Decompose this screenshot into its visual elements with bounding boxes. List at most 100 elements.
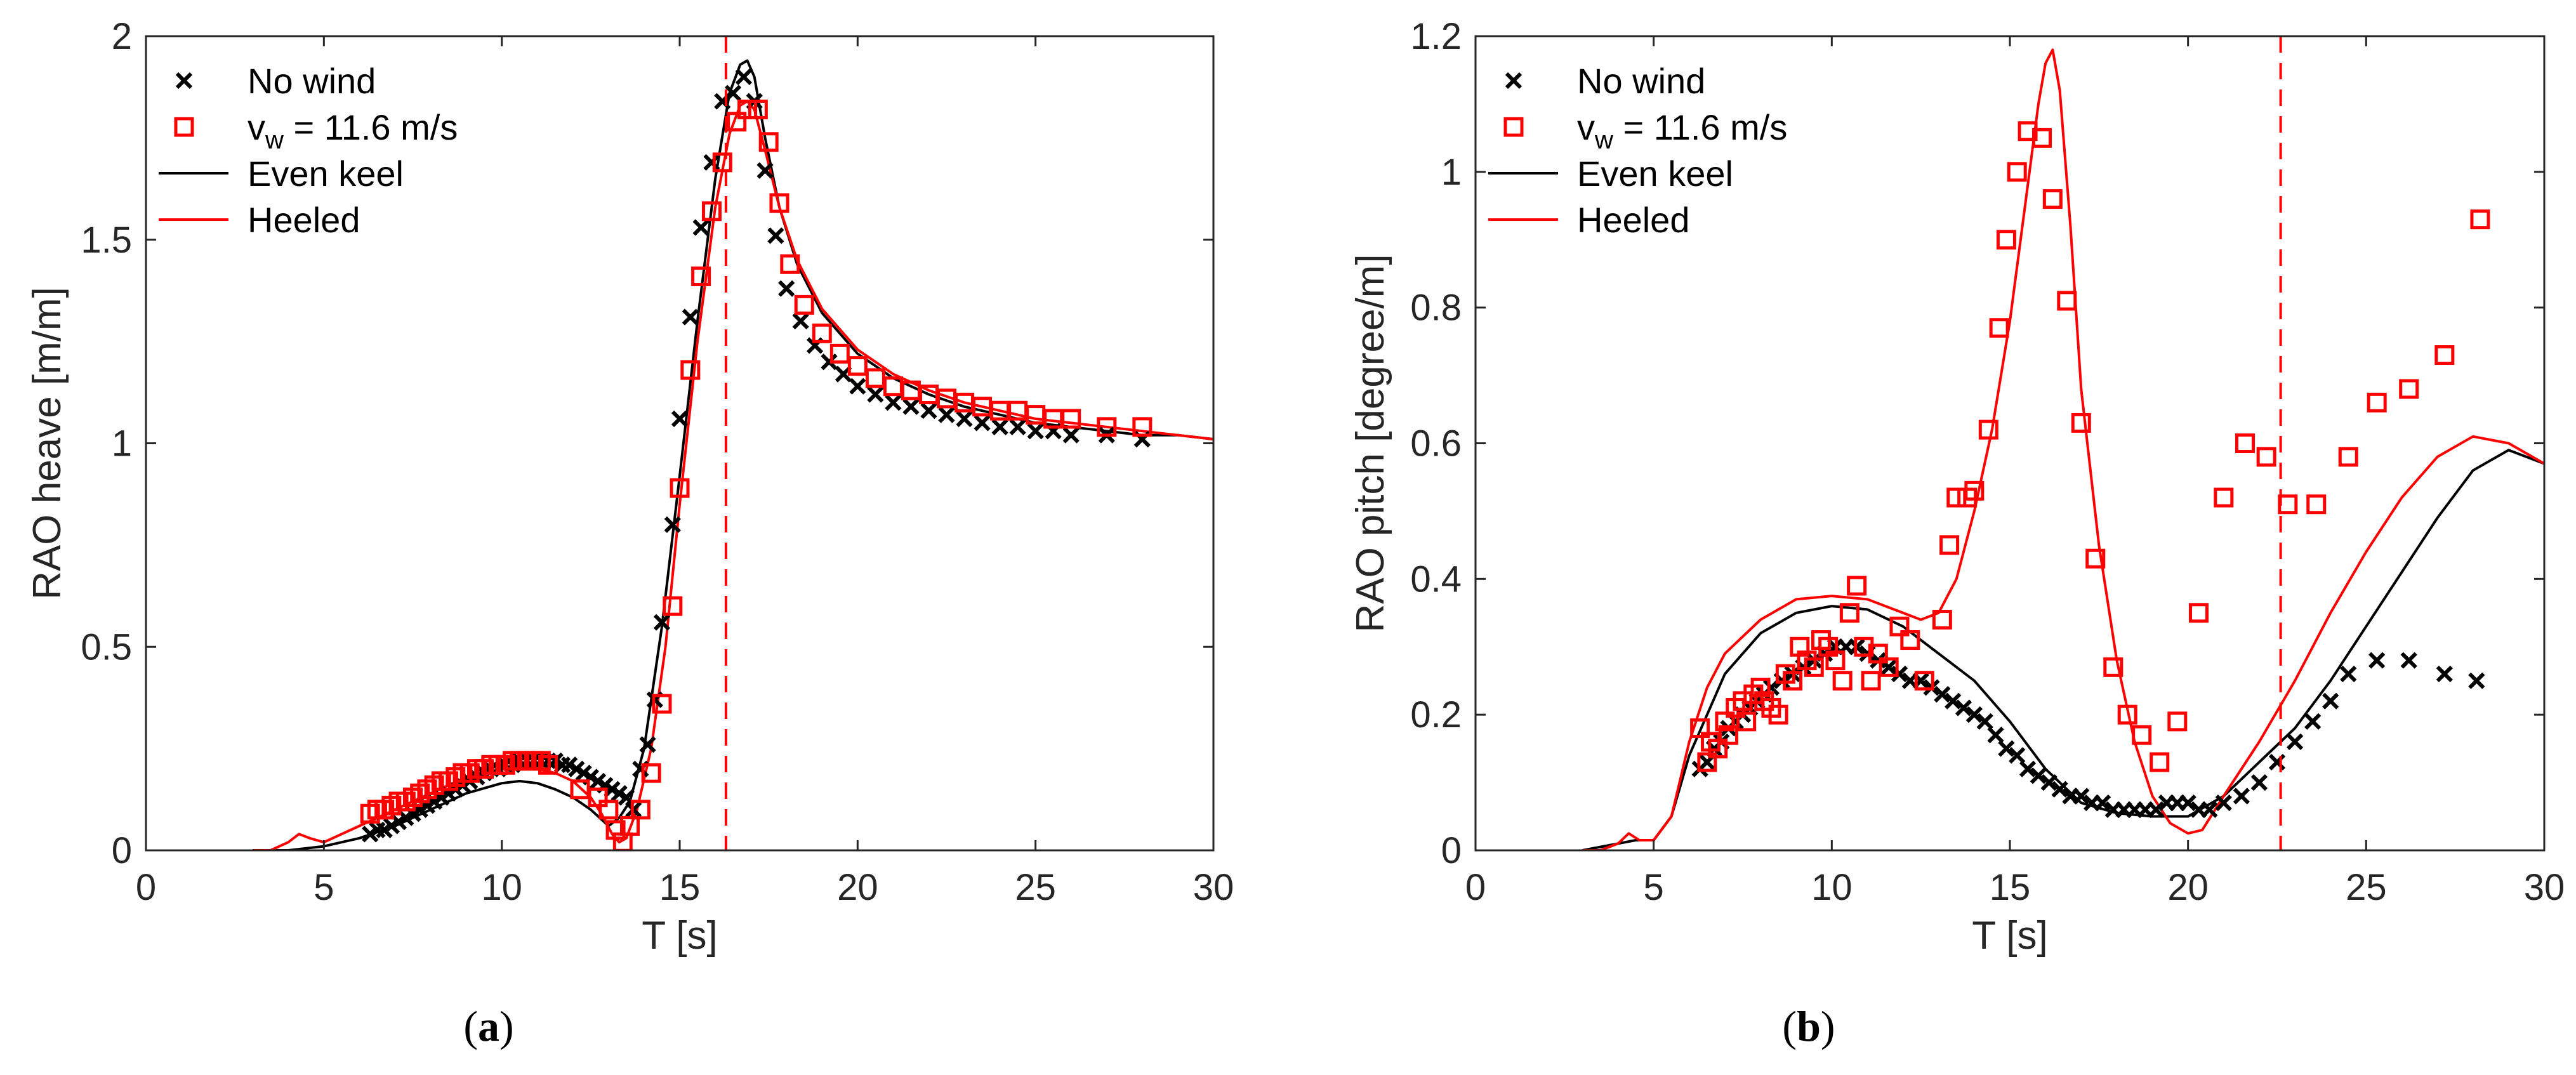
y-tick-label: 1.2 xyxy=(1410,16,1462,57)
x-tick-label: 20 xyxy=(2167,867,2209,908)
data-point-square xyxy=(1768,704,1788,725)
data-point-square xyxy=(812,323,832,343)
data-point-square xyxy=(1719,725,1739,745)
data-point-square xyxy=(2071,412,2091,433)
data-point-square xyxy=(1708,739,1728,759)
data-point-x xyxy=(2340,665,2357,683)
legend-label-heeled: Heeled xyxy=(1577,200,1689,240)
data-point-x xyxy=(1965,706,1983,723)
data-point-square xyxy=(620,816,640,836)
data-point-square xyxy=(1996,230,2016,250)
y-tick-label: 0.2 xyxy=(1410,694,1462,735)
data-point-x xyxy=(664,516,681,533)
data-point-x xyxy=(867,386,884,403)
data-point-x xyxy=(2468,672,2485,689)
data-point-square xyxy=(737,99,758,119)
data-point-square xyxy=(701,201,722,221)
data-point-square xyxy=(1825,650,1846,671)
data-point-x xyxy=(2215,795,2232,812)
data-point-square xyxy=(680,360,701,380)
data-point-square xyxy=(847,356,868,376)
y-tick-label: 2 xyxy=(112,16,132,57)
data-point-x xyxy=(2368,652,2386,669)
data-point-x xyxy=(2148,801,2165,818)
data-point-x xyxy=(1934,685,1951,703)
data-point-square xyxy=(2256,447,2276,467)
data-point-x xyxy=(682,308,699,326)
data-point-x xyxy=(1987,727,2004,744)
data-point-x xyxy=(767,227,784,244)
data-point-square xyxy=(748,99,768,119)
data-point-square xyxy=(1097,417,1117,437)
panel-a-x-axis-label: T [s] xyxy=(642,914,717,958)
y-tick-label: 1 xyxy=(1441,152,1462,193)
data-point-square xyxy=(1978,419,1998,440)
data-point-x xyxy=(2233,788,2250,805)
data-point-x xyxy=(938,406,955,423)
data-point-square xyxy=(1914,671,1934,691)
x-tick-label: 0 xyxy=(1465,867,1486,908)
data-point-square xyxy=(1804,657,1824,677)
data-point-square xyxy=(641,763,661,783)
panel-a-caption: (a) xyxy=(463,1002,513,1050)
data-point-x xyxy=(991,418,1008,435)
data-point-x xyxy=(2073,788,2090,805)
data-point-x xyxy=(849,378,866,395)
legend-label-wind: vw = 11.6 m/s xyxy=(248,107,458,154)
data-point-square xyxy=(2338,447,2358,467)
data-point-square xyxy=(1736,711,1757,732)
legend-label-wind: vw = 11.6 m/s xyxy=(1577,107,1787,154)
data-point-x xyxy=(2250,774,2268,791)
legend-label-no-wind: No wind xyxy=(248,61,376,101)
y-tick-label: 1.5 xyxy=(81,220,132,261)
data-point-x xyxy=(2201,801,2218,818)
panel-a-chart: 0 5 10 15 20 25 30 0 0.5 1 1.5 2 No wind vw = 11.6 m… xyxy=(25,16,1234,1050)
data-point-x xyxy=(735,69,753,86)
data-point-square xyxy=(758,132,779,152)
data-point-square xyxy=(2150,752,2170,772)
data-point-x xyxy=(2094,795,2111,812)
data-point-square xyxy=(1964,480,1985,501)
data-point-x xyxy=(974,414,991,432)
y-tick-label: 0 xyxy=(1441,830,1462,871)
x-tick-label: 20 xyxy=(837,867,878,908)
data-point-square xyxy=(1989,318,2009,338)
y-tick-label: 0.8 xyxy=(1410,287,1462,329)
data-point-x xyxy=(1998,740,2015,757)
x-tick-label: 15 xyxy=(1990,867,2031,908)
data-point-x xyxy=(2436,665,2453,683)
data-point-square xyxy=(1690,718,1710,739)
data-point-square xyxy=(1939,535,1960,555)
data-point-x xyxy=(2322,692,2339,709)
series-line-heeled xyxy=(1582,48,2544,850)
data-point-x xyxy=(1955,699,1972,716)
data-point-x xyxy=(2286,733,2304,751)
legend-label-even-keel: Even keel xyxy=(1577,154,1733,194)
data-point-square xyxy=(1889,616,1910,636)
y-tick-label: 1 xyxy=(112,423,132,465)
y-tick-label: 0.4 xyxy=(1410,558,1462,600)
data-point-square xyxy=(2367,392,2387,412)
panel-b-x-axis-label: T [s] xyxy=(1972,914,2047,958)
plot-background xyxy=(146,36,1213,850)
x-tick-label: 25 xyxy=(2346,867,2387,908)
data-point-square xyxy=(2007,162,2027,182)
x-tick-label: 10 xyxy=(1811,867,1853,908)
legend-label-even-keel: Even keel xyxy=(248,154,404,194)
data-point-square xyxy=(769,193,789,213)
data-point-square xyxy=(1061,409,1081,429)
data-point-square xyxy=(794,294,814,315)
data-point-square xyxy=(1900,630,1920,650)
data-point-square xyxy=(2132,725,2152,745)
data-point-x xyxy=(792,312,809,330)
x-tick-label: 5 xyxy=(314,867,334,908)
panel-a-axes: 0 5 10 15 20 25 30 0 0.5 1 1.5 2 xyxy=(81,16,1234,908)
data-point-square xyxy=(1132,417,1153,437)
series-line-even-keel xyxy=(1582,449,2544,850)
data-point-square xyxy=(1715,711,1735,732)
panel-b-chart: 0 5 10 15 20 25 30 0 0.2 0.4 0.6 0.8 1 1.2 No wind vw … xyxy=(1349,16,2565,1050)
data-point-square xyxy=(1861,671,1881,691)
x-tick-label: 30 xyxy=(1193,867,1234,908)
series-line-even-keel xyxy=(253,59,1213,850)
